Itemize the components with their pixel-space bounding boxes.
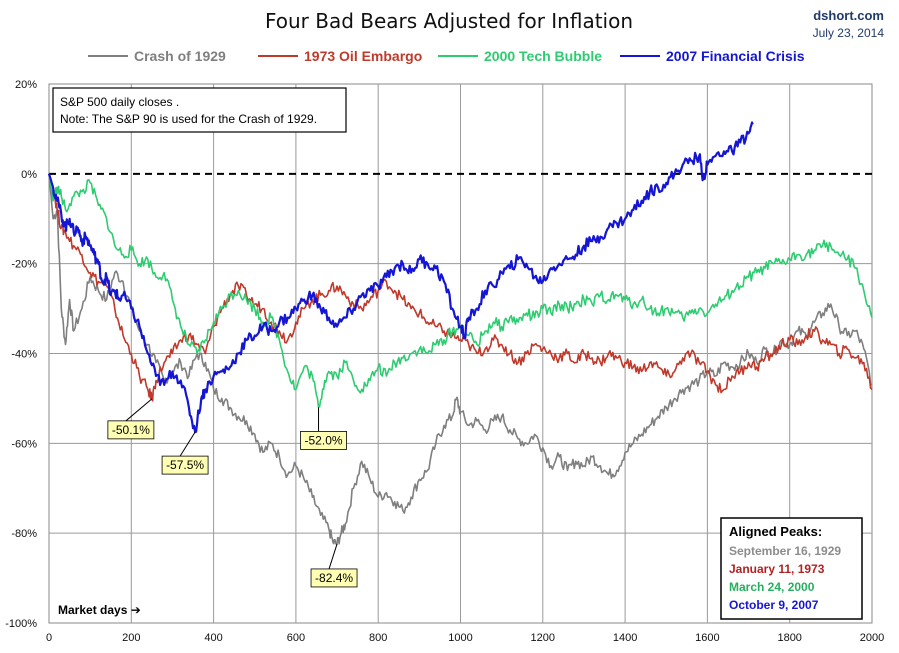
annotation-leader — [125, 398, 153, 422]
series-line-1973-oil-embargo — [48, 173, 873, 402]
annotation-leader — [179, 431, 196, 457]
aligned-peaks-frame — [720, 517, 863, 620]
x-tick-label: 200 — [122, 632, 140, 644]
legend-label: Crash of 1929 — [134, 48, 226, 64]
legend-label: 1973 Oil Embargo — [304, 48, 422, 64]
annotation-label: -57.5% — [166, 458, 204, 472]
y-tick-label: 20% — [15, 79, 37, 91]
x-tick-label: 800 — [369, 632, 387, 644]
annotation-label: -82.4% — [315, 571, 353, 585]
annotation-label: -50.1% — [112, 423, 150, 437]
x-tick-label: 1200 — [531, 632, 555, 644]
credit-date: July 23, 2014 — [813, 26, 885, 40]
y-tick-label: -80% — [11, 528, 37, 540]
annotation-label: -52.0% — [305, 433, 343, 447]
trough-annotations: -50.1% -57.5% -52.0% -82.4% — [107, 398, 358, 588]
note-box-frame — [52, 87, 347, 133]
x-tick-label: 400 — [204, 632, 222, 644]
x-tick-label: 1400 — [613, 632, 637, 644]
x-axis-ticks: 0 200 400 600 800 1000 1200 1400 1600 1800 2000 — [46, 632, 884, 644]
legend-label: 2000 Tech Bubble — [484, 48, 602, 64]
annotation-box — [161, 455, 209, 475]
y-tick-label: -20% — [11, 259, 37, 271]
y-tick-label: -100% — [5, 618, 37, 630]
series-line-2007-financial-crisis — [47, 121, 754, 434]
peak-1973: January 11, 1973 — [729, 562, 825, 576]
series-line-2000-tech-bubble — [48, 173, 873, 409]
annotation-box — [310, 568, 358, 588]
annotation-box — [300, 430, 347, 450]
note-line-2: Note: The S&P 90 is used for the Crash o… — [60, 112, 317, 126]
peak-2000: March 24, 2000 — [729, 580, 815, 594]
aligned-peaks-title: Aligned Peaks: — [729, 524, 822, 539]
annotation-box — [107, 420, 155, 440]
series-lines — [47, 121, 873, 546]
grid-lines — [49, 84, 872, 623]
x-tick-label: 2000 — [860, 632, 884, 644]
note-line-1: S&P 500 daily closes . — [60, 95, 179, 109]
x-tick-label: 1000 — [448, 632, 472, 644]
x-tick-label: 600 — [287, 632, 305, 644]
y-tick-label: -60% — [11, 438, 37, 450]
peak-1929: September 16, 1929 — [729, 544, 841, 558]
peak-2007: October 9, 2007 — [729, 598, 819, 612]
x-axis-note: Market days ➔ — [58, 603, 141, 617]
y-tick-label: -40% — [11, 349, 37, 361]
aligned-peaks-box: Aligned Peaks: September 16, 1929 Januar… — [720, 517, 863, 620]
x-tick-label: 1800 — [777, 632, 801, 644]
chart-title: Four Bad Bears Adjusted for Inflation — [265, 9, 633, 33]
legend: Crash of 1929 1973 Oil Embargo 2000 Tech B… — [88, 48, 805, 64]
x-tick-label: 1600 — [695, 632, 719, 644]
y-tick-label: 0% — [21, 169, 37, 181]
x-tick-label: 0 — [46, 632, 52, 644]
annotation-leader — [328, 543, 338, 570]
note-box: S&P 500 daily closes . Note: The S&P 90 … — [52, 87, 347, 133]
legend-label: 2007 Financial Crisis — [666, 48, 805, 64]
y-axis-ticks: 20% 0% -20% -40% -60% -80% -100% — [5, 79, 37, 630]
credit-site: dshort.com — [813, 8, 884, 23]
